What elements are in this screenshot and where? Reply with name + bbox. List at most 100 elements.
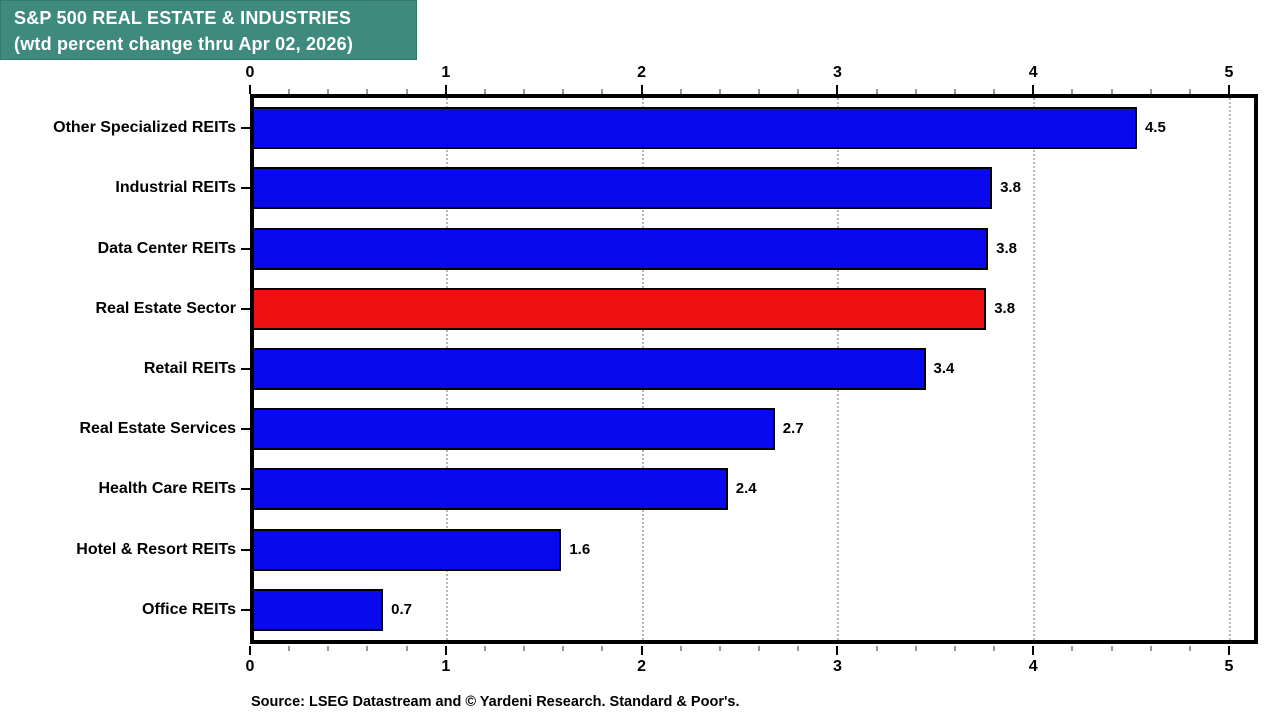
- x-axis-top-tick-label: 4: [1028, 64, 1038, 81]
- x-axis-top-minor-tick: [718, 89, 721, 94]
- bar-value-label: 3.8: [1000, 179, 1021, 197]
- category-label: Industrial REITs: [115, 179, 236, 197]
- x-axis-top-minor-tick: [288, 89, 291, 94]
- source-note: Source: LSEG Datastream and © Yardeni Re…: [251, 694, 740, 710]
- x-axis-top-tick-label: 2: [637, 64, 647, 81]
- chart-title-box: S&P 500 REAL ESTATE & INDUSTRIES (wtd pe…: [0, 0, 417, 60]
- category-label: Other Specialized REITs: [53, 119, 236, 137]
- category-axis-tick: [241, 368, 250, 370]
- x-axis-top-minor-tick: [875, 89, 878, 94]
- chart-title-line2: (wtd percent change thru Apr 02, 2026): [14, 34, 354, 54]
- x-axis-bottom-minor-tick: [993, 646, 996, 651]
- category-label: Office REITs: [142, 600, 236, 618]
- x-axis-bottom-tick-label: 0: [245, 658, 255, 675]
- bar: [254, 588, 384, 631]
- x-axis-bottom-minor-tick: [758, 646, 761, 651]
- category-axis-tick: [241, 428, 250, 431]
- category-axis-tick: [241, 307, 250, 310]
- x-axis-bottom-minor-tick: [288, 646, 291, 651]
- x-axis-top-major-tick: [836, 85, 839, 94]
- x-axis-bottom-minor-tick: [1188, 646, 1191, 651]
- category-label: Real Estate Sector: [95, 299, 236, 317]
- bar-value-label: 2.7: [782, 420, 804, 438]
- x-axis-bottom-minor-tick: [718, 646, 721, 651]
- x-axis-top-major-tick: [1032, 85, 1035, 94]
- x-axis-bottom-minor-tick: [679, 646, 682, 651]
- x-axis-bottom-minor-tick: [1110, 646, 1113, 651]
- x-axis-top-major-tick: [249, 85, 251, 94]
- category-label: Health Care REITs: [98, 480, 236, 498]
- x-axis-top-minor-tick: [327, 89, 330, 94]
- x-axis-top-major-tick: [1228, 85, 1230, 94]
- x-axis-bottom-tick-label: 3: [832, 658, 842, 675]
- x-axis-top-tick-label: 0: [245, 64, 255, 81]
- gridline: [1229, 98, 1231, 640]
- category-label: Hotel & Resort REITs: [76, 540, 236, 558]
- x-axis-bottom-minor-tick: [797, 646, 800, 651]
- category-axis-tick: [241, 127, 250, 130]
- bar-value-label: 3.4: [933, 360, 955, 377]
- x-axis-top-minor-tick: [483, 89, 486, 94]
- category-label: Real Estate Services: [79, 420, 236, 438]
- category-label: Retail REITs: [143, 360, 236, 377]
- bar: [254, 287, 987, 330]
- x-axis-bottom-minor-tick: [601, 646, 604, 651]
- plot-area: 4.5 3.8 3.8 3.8 3.4 2.7 2.4 1.6 0.7: [250, 94, 1258, 644]
- x-axis-bottom-major-tick: [249, 646, 251, 655]
- bar: [254, 348, 926, 390]
- x-axis-bottom-minor-tick: [405, 646, 408, 651]
- category-axis-tick: [241, 187, 250, 190]
- x-axis-top-minor-tick: [1188, 89, 1191, 94]
- x-axis-bottom-major-tick: [444, 646, 447, 655]
- bar-value-label: 3.8: [996, 239, 1018, 257]
- x-axis-bottom-minor-tick: [875, 646, 878, 651]
- x-axis-bottom-minor-tick: [1071, 646, 1074, 651]
- bar-value-label: 4.5: [1144, 119, 1166, 137]
- x-axis-top-minor-tick: [758, 89, 761, 94]
- x-axis-top-minor-tick: [679, 89, 682, 94]
- x-axis-top-minor-tick: [797, 89, 800, 94]
- gridline: [1033, 98, 1036, 640]
- chart-title-line1: S&P 500 REAL ESTATE & INDUSTRIES: [14, 8, 352, 28]
- x-axis-bottom-major-tick: [640, 646, 643, 655]
- bar-value-label: 2.4: [735, 480, 757, 498]
- x-axis-top-tick-label: 3: [832, 64, 842, 81]
- x-axis-bottom-minor-tick: [914, 646, 917, 651]
- x-axis-top-minor-tick: [523, 89, 526, 94]
- x-axis-top-minor-tick: [366, 89, 369, 94]
- bar: [254, 107, 1137, 150]
- x-axis-top-major-tick: [444, 85, 447, 94]
- bar: [254, 167, 993, 210]
- x-axis-bottom-tick-label: 4: [1028, 658, 1038, 675]
- x-axis-bottom-tick-label: 5: [1224, 658, 1234, 675]
- category-axis-tick: [241, 247, 250, 250]
- x-axis-bottom-minor-tick: [523, 646, 526, 651]
- x-axis-bottom-major-tick: [1228, 646, 1230, 655]
- category-axis-tick: [241, 608, 250, 611]
- category-axis-tick: [241, 548, 250, 551]
- x-axis-top-major-tick: [640, 85, 643, 94]
- x-axis-bottom-minor-tick: [562, 646, 565, 651]
- x-axis-bottom-minor-tick: [1149, 646, 1152, 651]
- x-axis-bottom-major-tick: [836, 646, 839, 655]
- x-axis-top-tick-label: 1: [441, 64, 451, 81]
- x-axis-bottom-minor-tick: [953, 646, 956, 651]
- x-axis-top-minor-tick: [914, 89, 917, 94]
- bar: [254, 408, 775, 451]
- x-axis-top-minor-tick: [1071, 89, 1074, 94]
- x-axis-top-minor-tick: [601, 89, 604, 94]
- category-label: Data Center REITs: [97, 239, 236, 257]
- x-axis-top-minor-tick: [1110, 89, 1113, 94]
- x-axis-bottom-tick-label: 2: [637, 658, 647, 675]
- bar-value-label: 1.6: [569, 540, 591, 558]
- x-axis-top-minor-tick: [953, 89, 956, 94]
- x-axis-bottom-tick-label: 1: [441, 658, 451, 675]
- x-axis-top-tick-label: 5: [1224, 64, 1234, 81]
- x-axis-bottom-minor-tick: [366, 646, 369, 651]
- x-axis-bottom-major-tick: [1032, 646, 1035, 655]
- bar: [254, 227, 989, 270]
- x-axis-top-minor-tick: [562, 89, 565, 94]
- x-axis-bottom-minor-tick: [483, 646, 486, 651]
- category-axis-tick: [241, 488, 250, 491]
